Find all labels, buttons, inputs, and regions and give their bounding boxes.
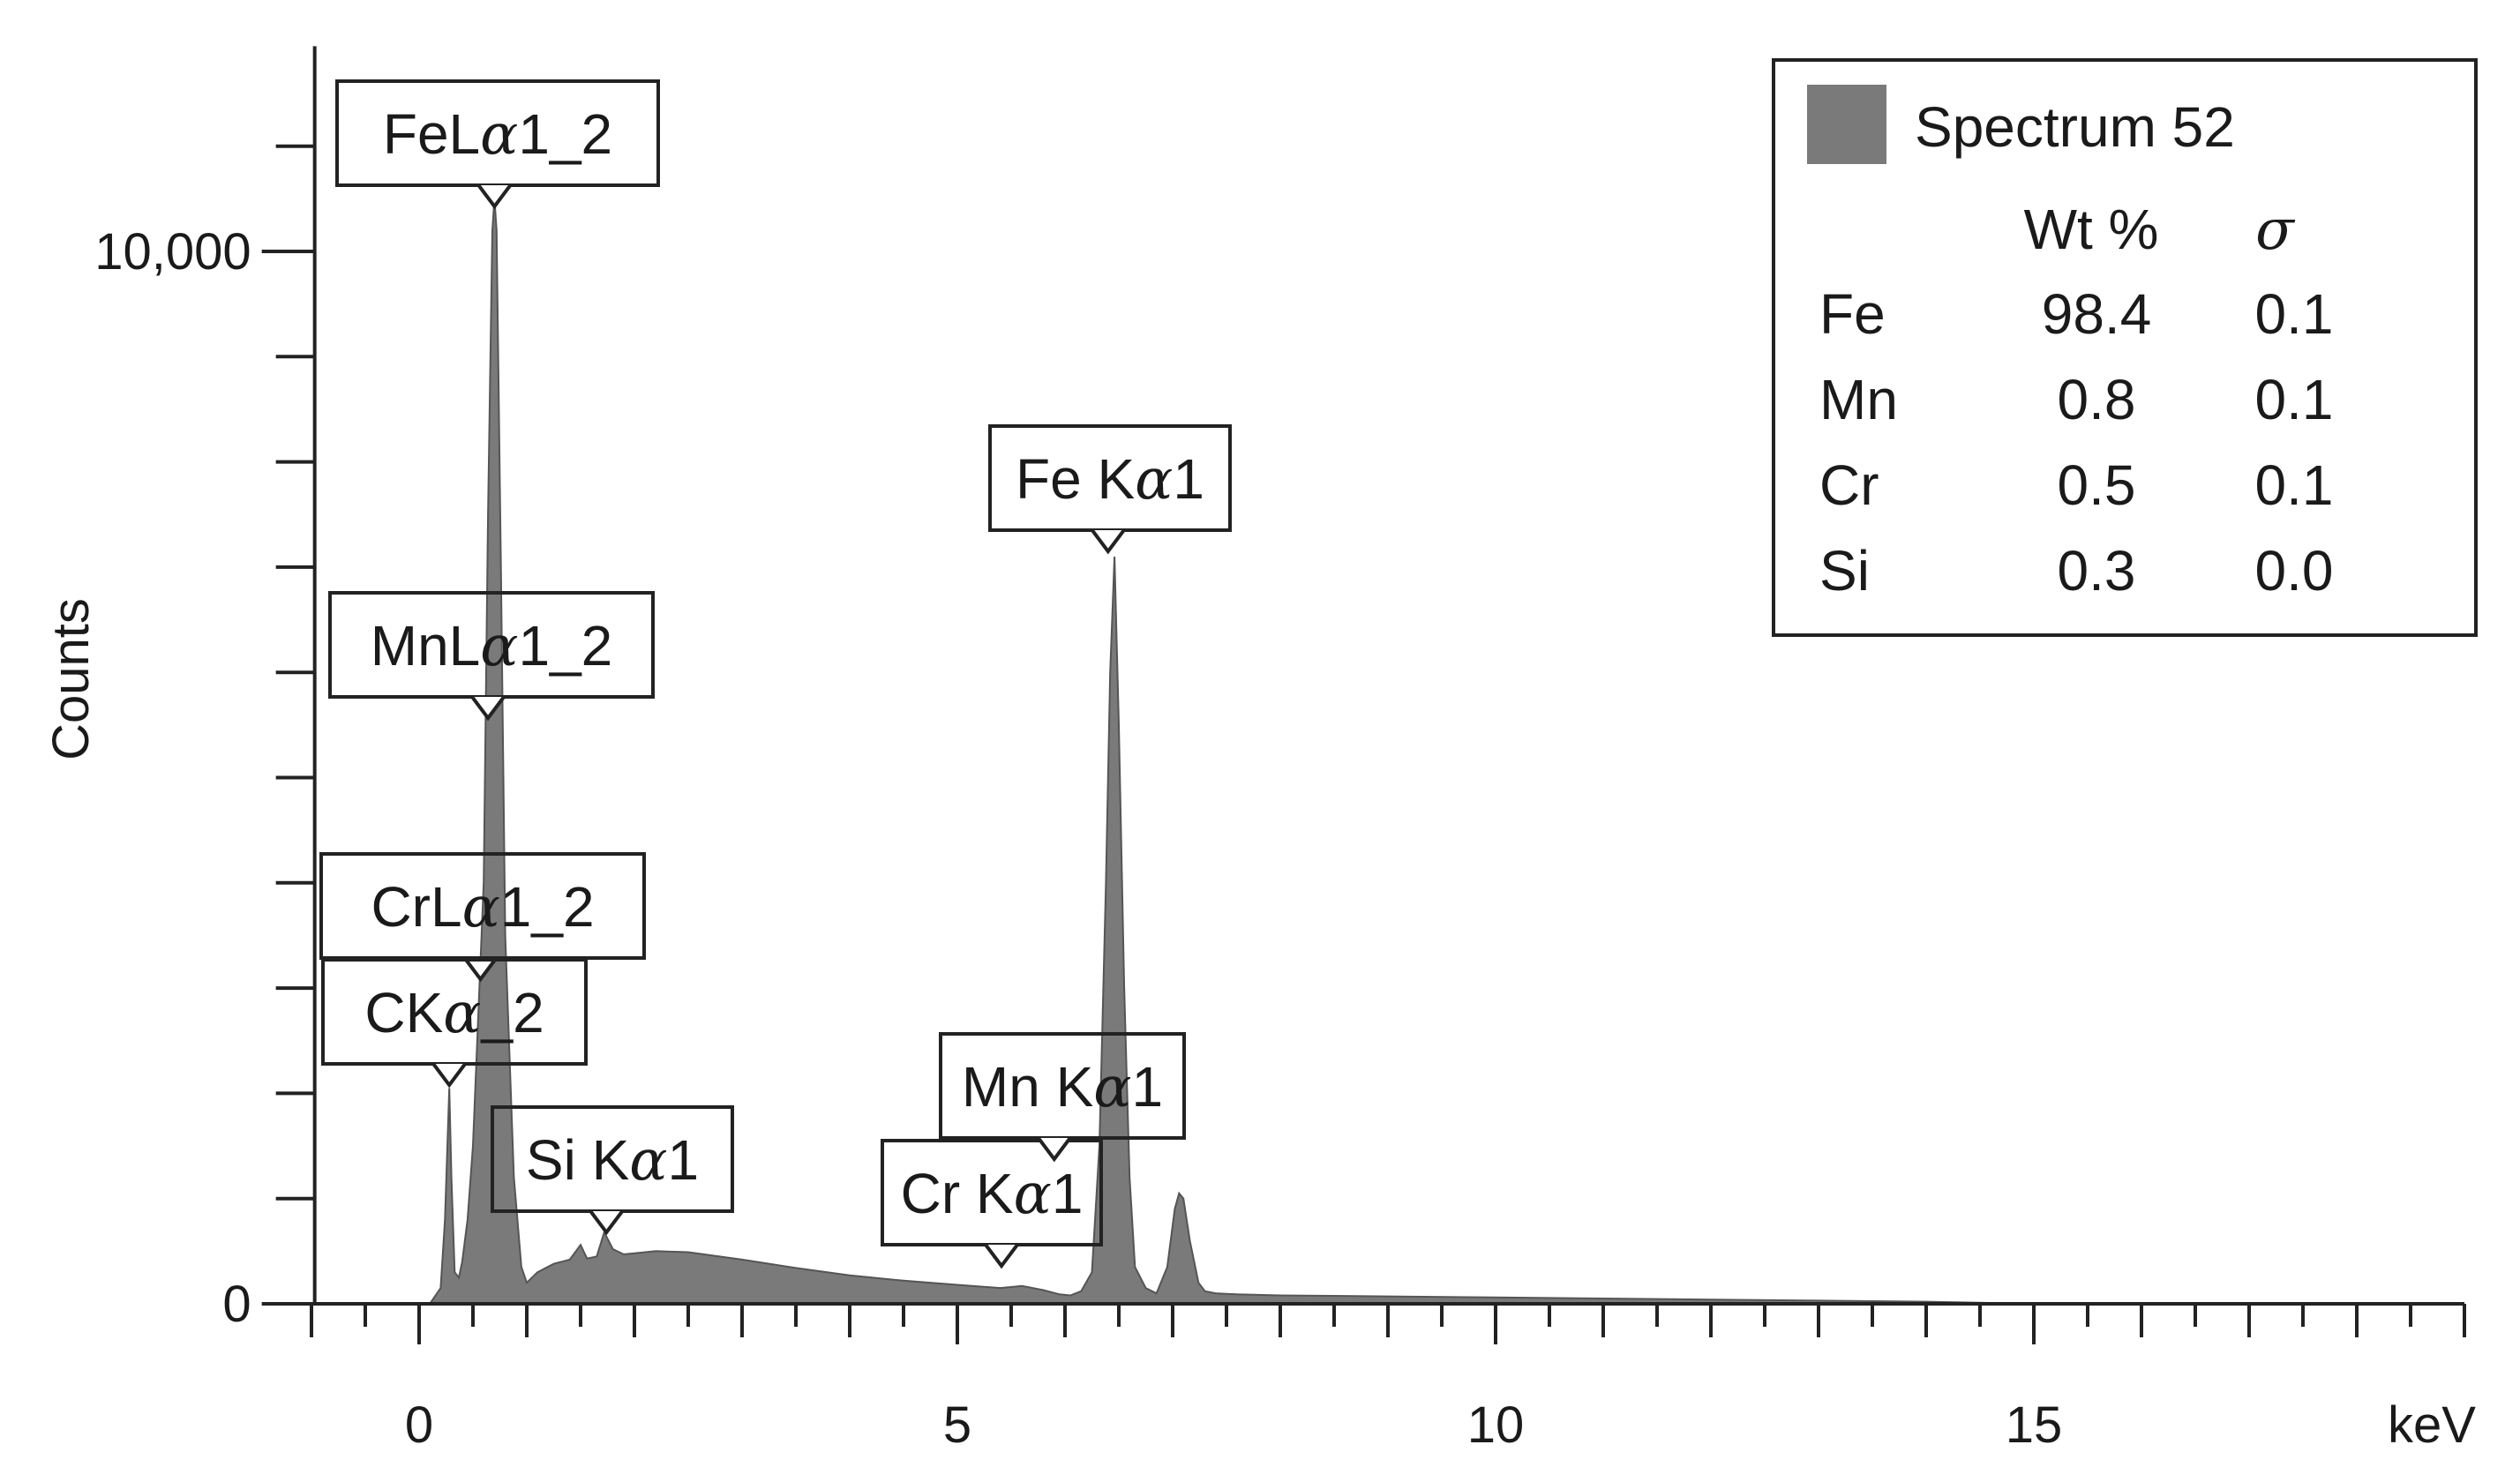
plot-area	[428, 198, 2035, 1305]
legend-row-sigma: 0.0	[2255, 539, 2334, 603]
peak-label-text: Si Kα1	[526, 1128, 699, 1194]
legend-row-wt: 0.3	[2058, 539, 2136, 603]
legend: Spectrum 52 Wt % σ Fe 98.4 0.1 Mn 0.8 0.1 Cr 0.5 0.…	[1772, 58, 2478, 637]
peak-label-text: MnLα1_2	[371, 614, 613, 679]
x-axis-title: keV	[2388, 1396, 2476, 1454]
legend-swatch	[1807, 85, 1886, 164]
peak-label-text: Cr Kα1	[901, 1162, 1084, 1227]
peak-label-text: FeLα1_2	[383, 102, 612, 168]
legend-row-sigma: 0.1	[2255, 368, 2334, 431]
legend-row-element: Cr	[1819, 453, 1879, 517]
x-tick-label: 10	[1467, 1396, 1525, 1454]
peak-label-pointer	[431, 1062, 467, 1089]
peak-label: MnLα1_2	[328, 591, 655, 722]
peak-label-text: CrLα1_2	[371, 875, 594, 940]
y-tick-label: 10,000	[94, 223, 251, 281]
peak-label-text: Mn Kα1	[962, 1055, 1163, 1120]
y-tick-labels: 0 10,000	[94, 223, 251, 1333]
x-tick-label: 0	[405, 1396, 433, 1454]
legend-box	[1772, 58, 2478, 637]
peak-label: CKα_2	[321, 958, 588, 1089]
y-axis-title: Counts	[42, 598, 100, 760]
legend-row-element: Fe	[1819, 282, 1886, 346]
peak-label-pointer	[984, 1243, 1019, 1269]
peak-label: Si Kα1	[491, 1105, 734, 1236]
x-tick-label: 15	[2006, 1396, 2063, 1454]
legend-row-sigma: 0.1	[2255, 282, 2334, 346]
x-tick-label: 5	[943, 1396, 971, 1454]
legend-row-element: Si	[1819, 539, 1870, 603]
peak-label: Fe Kα1	[988, 424, 1232, 555]
axes: 0 10,000 0 5 10 15 keV Counts	[42, 46, 2476, 1454]
peak-label-text: Fe Kα1	[1016, 447, 1204, 513]
peak-label-pointer	[1091, 528, 1126, 555]
legend-col-sigma: σ	[2255, 198, 2296, 263]
y-ticks	[261, 144, 315, 1306]
peak-label-text: CKα_2	[364, 981, 544, 1046]
legend-row-wt: 0.8	[2058, 368, 2136, 431]
x-ticks	[310, 1304, 2466, 1344]
x-tick-labels: 0 5 10 15	[405, 1396, 2062, 1454]
legend-row-sigma: 0.1	[2255, 453, 2334, 517]
peak-label: Cr Kα1	[881, 1139, 1103, 1269]
legend-row-wt: 0.5	[2058, 453, 2136, 517]
peak-label: FeLα1_2	[335, 79, 660, 210]
peak-labels: FeLα1_2 MnLα1_2 CrLα1_2 CKα_2 Si Kα1 Cr Kα1 Mn…	[319, 79, 1232, 1269]
legend-series-name: Spectrum 52	[1915, 95, 2235, 159]
y-tick-label: 0	[222, 1276, 251, 1333]
peak-label-pointer	[462, 956, 499, 983]
peak-label-pointer	[589, 1209, 624, 1236]
peak-label-pointer	[1037, 1136, 1072, 1163]
peak-label: Mn Kα1	[939, 1032, 1186, 1163]
legend-row-element: Mn	[1819, 368, 1898, 431]
spectrum-area	[428, 198, 2035, 1305]
peak-label-pointer	[476, 183, 513, 210]
peak-label-pointer	[470, 695, 506, 722]
legend-row-wt: 98.4	[2042, 282, 2152, 346]
legend-col-wt: Wt %	[2024, 198, 2159, 261]
